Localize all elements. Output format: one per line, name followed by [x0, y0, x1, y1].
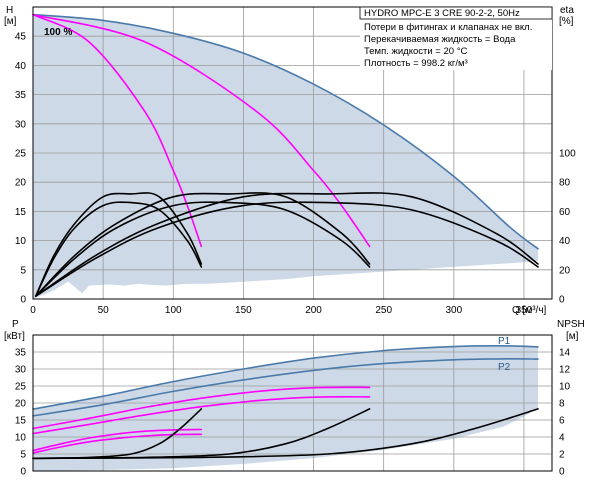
eta-axis-label: eta: [560, 5, 574, 16]
npsh-tick-label: 12: [559, 365, 571, 376]
head-eta-panel: 0 5 10 15 20 25 30 35 40 45 0 20 40 60 80 100 0 50 100 150 2…: [4, 5, 576, 316]
upper-tick-labels: 0 5 10 15 20 25 30 35 40 45 0 20 40 60 80 100 0 50 100 150 2…: [15, 32, 576, 316]
head-curve-reduced-speed: [32, 13, 203, 248]
h-axis-unit: [м]: [4, 16, 17, 27]
operating-area-power: [33, 345, 538, 471]
q-tick-label: 150: [235, 305, 252, 316]
lower-curves: [32, 345, 539, 460]
p-tick-label: 30: [15, 365, 27, 376]
title-box: [359, 6, 553, 20]
h-tick-label: 45: [15, 32, 27, 43]
power-curve-p2: [32, 357, 539, 417]
npsh-axis-label: NPSH: [557, 319, 585, 330]
info-line-3: Темп. жидкости = 20 °C: [364, 46, 467, 57]
q-tick-label: 100: [165, 305, 182, 316]
q-tick-label: 200: [305, 305, 322, 316]
npsh-tick-label: 2: [559, 450, 565, 461]
info-box-background: [360, 7, 552, 70]
h-axis-label: H: [6, 5, 13, 16]
npsh-tick-label: 4: [559, 433, 565, 444]
npsh-tick-label: 14: [559, 348, 571, 359]
chart-title: HYDRO MPC-E 3 CRE 90-2-2, 50Hz: [364, 8, 520, 19]
npsh-tick-label: 6: [559, 416, 565, 427]
eta-tick-label: 80: [559, 178, 571, 189]
eta-axis-unit: [%]: [559, 16, 574, 27]
npsh-curve: [32, 408, 539, 460]
p-tick-label: 15: [15, 416, 27, 427]
h-tick-label: 30: [15, 119, 27, 130]
power-curve-reduced-speed: [32, 428, 203, 452]
power-npsh-panel: 0 5 10 15 20 25 30 35 0 2 4 6 8 10 12 14 P [кВт] NPSH […: [4, 319, 585, 478]
info-line-2: Перекачиваемая жидкость = Вода: [364, 34, 516, 45]
info-box: HYDRO MPC-E 3 CRE 90-2-2, 50Hz Потери в …: [359, 6, 553, 70]
npsh-tick-label: 0: [559, 467, 565, 478]
q-tick-label: 350: [516, 305, 533, 316]
npsh-tick-label: 10: [559, 382, 571, 393]
h-tick-label: 25: [15, 149, 27, 160]
p-tick-label: 20: [15, 399, 27, 410]
eta-tick-label: 0: [559, 295, 565, 306]
head-curve-max: [32, 13, 539, 250]
power-curve-reduced-speed: [32, 386, 371, 430]
eta-tick-label: 60: [559, 207, 571, 218]
npsh-tick-label: 8: [559, 399, 565, 410]
p-axis-unit: [кВт]: [4, 331, 25, 342]
efficiency-curve: [35, 201, 203, 297]
efficiency-curve: [35, 201, 539, 297]
q-tick-label: 300: [445, 305, 462, 316]
q-tick-label: 250: [375, 305, 392, 316]
eta-tick-label: 40: [559, 236, 571, 247]
power-curve-p1: [32, 345, 539, 410]
q-axis-label: Q [м³/ч]: [512, 305, 547, 316]
h-tick-label: 40: [15, 61, 27, 72]
efficiency-curve: [35, 201, 371, 297]
lower-tick-labels: 0 5 10 15 20 25 30 35 0 2 4 6 8 10 12 14: [15, 348, 571, 478]
info-line-4: Плотность = 998.2 кг/м³: [364, 58, 468, 69]
h-tick-label: 5: [20, 265, 26, 276]
efficiency-curve: [35, 192, 371, 297]
lower-plot-frame: [32, 334, 553, 472]
h-tick-label: 10: [15, 236, 27, 247]
p1-series-label: P1: [498, 336, 511, 347]
p-tick-label: 10: [15, 433, 27, 444]
efficiency-curve: [35, 192, 203, 297]
h-tick-label: 35: [15, 90, 27, 101]
upper-curves: [32, 13, 539, 297]
power-curve-reduced-speed: [32, 396, 371, 435]
upper-plot-frame: [32, 6, 553, 300]
p-tick-label: 35: [15, 348, 27, 359]
eta-tick-label: 20: [559, 265, 571, 276]
p-tick-label: 5: [20, 450, 26, 461]
head-curve-reduced-speed: [32, 13, 371, 248]
q-tick-label: 50: [98, 305, 110, 316]
p-axis-label: P: [12, 319, 19, 330]
npsh-axis-unit: [м]: [566, 331, 579, 342]
h-tick-label: 15: [15, 207, 27, 218]
h-tick-label: 0: [20, 295, 26, 306]
p-tick-label: 25: [15, 382, 27, 393]
speed-100-label: 100 %: [44, 27, 72, 38]
p-tick-label: 0: [20, 467, 26, 478]
efficiency-curve: [35, 192, 539, 297]
info-line-1: Потери в фитингах и клапанах не вкл.: [364, 22, 532, 33]
eta-tick-label: 100: [559, 149, 576, 160]
q-tick-label: 0: [30, 305, 36, 316]
h-tick-label: 20: [15, 178, 27, 189]
p2-series-label: P2: [498, 362, 511, 373]
